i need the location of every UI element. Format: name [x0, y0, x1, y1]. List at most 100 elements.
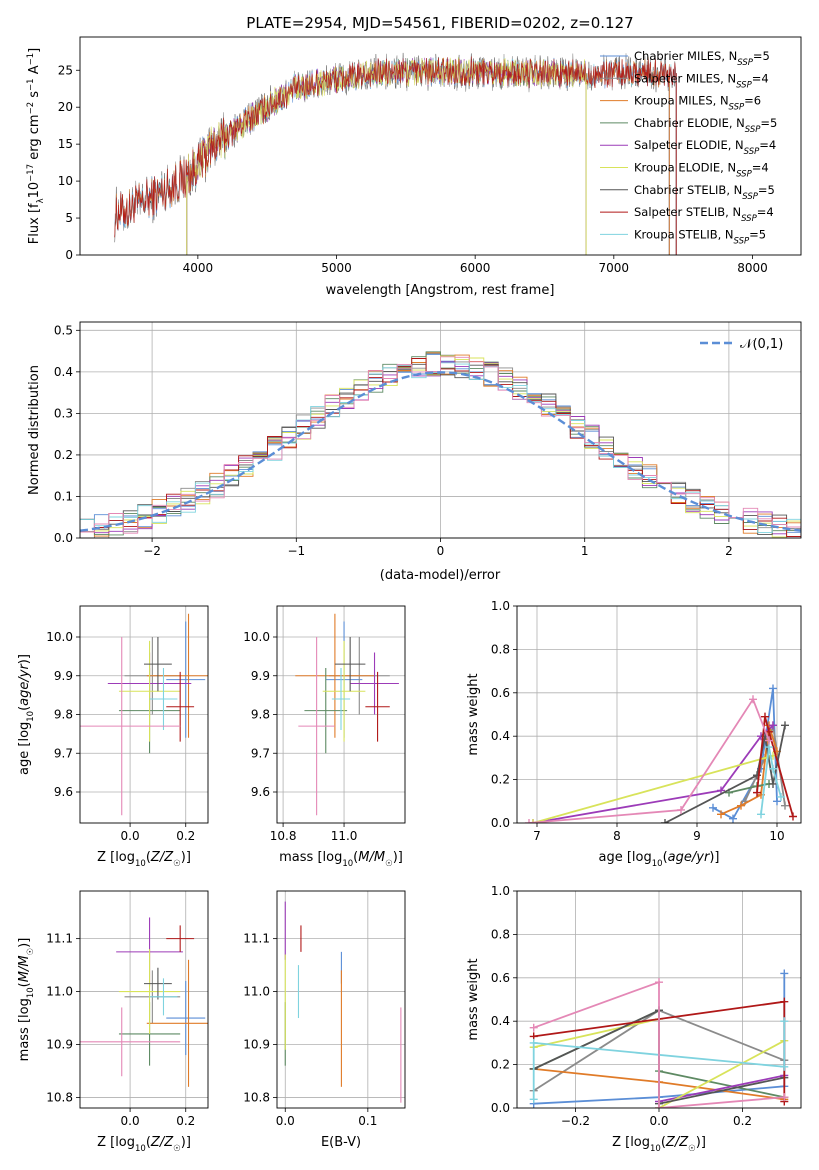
y-tick-label: 10.8	[243, 1090, 270, 1104]
label-part: (	[353, 850, 358, 865]
label-part: =5	[749, 227, 766, 241]
error-bar-point	[298, 637, 335, 816]
weight-marker	[709, 803, 717, 812]
label-part: −2	[26, 102, 36, 115]
weight-marker	[677, 805, 685, 814]
weight-marker	[529, 1095, 538, 1104]
label-part: 10	[27, 182, 42, 199]
y-tick-label: 0.2	[491, 773, 510, 787]
label-part: SSP	[736, 80, 752, 90]
axes-mass_vs_ebv: 0.0 0.1 10.8 10.9 11.0 11.1 E(B-V)	[243, 890, 406, 1150]
label-part: ☉	[173, 1144, 181, 1154]
y-tick-label: 0.0	[491, 816, 510, 830]
axes-frame	[79, 890, 209, 1109]
weight-series	[525, 695, 773, 823]
y-tick-label: 11.0	[243, 985, 270, 999]
label-part: A	[27, 65, 42, 78]
x-tick-label: 1	[581, 544, 589, 558]
label-part: Kroupa STELIB, N	[634, 227, 734, 241]
axes-spectrum: 4000 5000 6000 7000 8000 0 5 10 15 20 25 PLATE=2954…	[26, 14, 802, 298]
label-part: )]	[17, 938, 32, 948]
weight-marker	[773, 797, 781, 806]
label-part: =4	[759, 138, 776, 152]
y-tick-label: 0.3	[54, 406, 73, 420]
weight-marker	[789, 812, 797, 821]
label-part: (	[17, 706, 32, 711]
y-tick-label: 9.7	[54, 746, 73, 760]
error-bar-point	[166, 621, 206, 738]
weight-marker	[780, 1093, 789, 1102]
weight-marker	[781, 721, 789, 730]
label-part: erg cm	[27, 114, 42, 163]
weight-marker	[737, 801, 745, 810]
chart-title: PLATE=2954, MJD=54561, FIBERID=0202, z=0…	[246, 14, 633, 32]
label-part: Z [log	[97, 1135, 135, 1150]
axes-frame	[516, 605, 802, 824]
y-tick-label: 0.4	[491, 1014, 510, 1028]
label-part: (	[17, 982, 32, 987]
y-tick-label: 20	[58, 100, 73, 114]
label-part: Kroupa MILES, N	[634, 94, 729, 108]
weight-marker	[777, 792, 785, 801]
x-axis-label: (data-model)/error	[380, 568, 501, 583]
error-bar-point	[350, 652, 399, 715]
label-part: 10	[650, 1144, 661, 1154]
y-tick-label: 1.0	[491, 884, 510, 898]
axes-mass_vs_Z: 0.0 0.210.810.911.011.1Z [log10(Z/Z☉)]mas…	[17, 890, 209, 1154]
error-bar-point	[118, 640, 181, 742]
error-bar-point	[80, 1007, 181, 1077]
error-bar-point	[295, 613, 375, 738]
y-tick-label: 0.6	[491, 971, 510, 985]
y-tick-label: 0.4	[491, 729, 510, 743]
label-part: mass [log	[279, 850, 342, 865]
y-axis-label: Flux [fλ10−17 erg cm−2 s−1 A−1]	[26, 48, 46, 244]
label-part: −17	[26, 164, 36, 182]
x-tick-label: 0	[437, 544, 445, 558]
y-tick-label: 10.9	[46, 1037, 73, 1051]
label-part: )]	[181, 850, 191, 865]
weight-marker	[769, 779, 777, 788]
histograms	[80, 351, 801, 538]
label-part: Z [log	[97, 850, 135, 865]
x-tick-label: −0.2	[561, 1114, 590, 1128]
weight-marker	[780, 997, 789, 1006]
weight-marker	[529, 819, 537, 823]
label-part: =5	[758, 183, 775, 197]
legend-label: Chabrier STELIB, NSSP=5	[634, 183, 775, 202]
x-axis-label: E(B-V)	[321, 1135, 361, 1150]
label-part: age [log	[599, 850, 652, 865]
weight-marker	[757, 810, 765, 819]
legend-label: 𝒩(0,1)	[740, 337, 783, 352]
error-bar-point	[304, 668, 348, 754]
error-bar-point	[331, 668, 351, 730]
x-tick-label: 4000	[183, 261, 214, 275]
y-tick-label: 5	[65, 211, 73, 225]
y-tick-label: 0.0	[54, 531, 73, 545]
weight-lines	[525, 684, 797, 823]
error-bar-point	[166, 980, 206, 1056]
x-tick-label: 2	[725, 544, 733, 558]
label-part: SSP	[737, 58, 753, 68]
error-bars	[295, 613, 399, 816]
y-tick-label: 25	[58, 63, 73, 77]
label-part: 10	[342, 859, 353, 869]
label-part: (	[663, 850, 668, 865]
weight-series	[529, 721, 777, 823]
label-part: )]	[393, 850, 403, 865]
weight-series	[529, 978, 789, 1108]
label-part: SSP	[744, 147, 760, 157]
weight-marker	[769, 764, 777, 773]
y-tick-label: 0	[65, 248, 73, 262]
label-part: )]	[17, 654, 32, 664]
weight-marker	[525, 819, 533, 823]
x-axis-label: mass [log10(M/M☉)]	[279, 850, 403, 869]
label-part: SSP	[742, 192, 758, 202]
label-part: 10	[26, 987, 36, 998]
label-part: Kroupa ELODIE, N	[634, 161, 736, 175]
error-bar-point	[149, 978, 178, 1016]
error-bar-point	[118, 949, 181, 1034]
error-bars	[80, 613, 208, 816]
y-axis-label: mass weight	[466, 673, 481, 755]
